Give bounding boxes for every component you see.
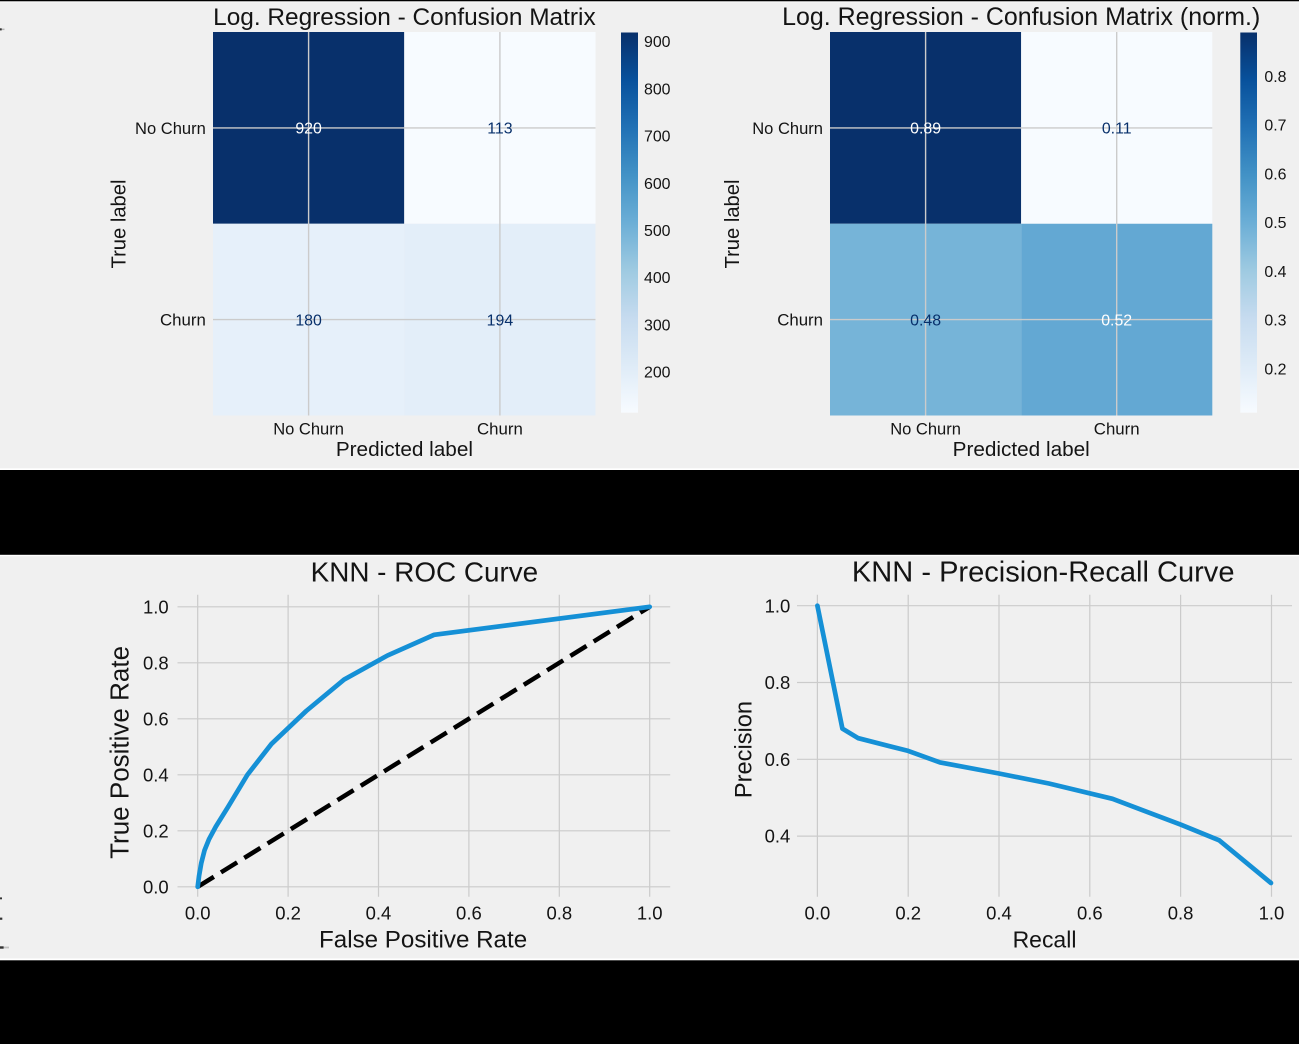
svg-text:500: 500 xyxy=(644,223,671,240)
svg-text:True Positive Rate: True Positive Rate xyxy=(105,646,135,859)
svg-text:0.8: 0.8 xyxy=(546,903,572,924)
svg-text:1.0: 1.0 xyxy=(143,596,169,617)
svg-text:1.0: 1.0 xyxy=(637,903,663,924)
svg-text:Churn: Churn xyxy=(160,311,206,330)
svg-text:113: 113 xyxy=(487,121,512,138)
svg-text:300: 300 xyxy=(644,317,671,334)
svg-text:200: 200 xyxy=(644,365,671,382)
svg-text:600: 600 xyxy=(644,176,671,193)
svg-text:Precision: Precision xyxy=(732,701,758,798)
svg-text:0.5: 0.5 xyxy=(1264,215,1286,232)
svg-text:180: 180 xyxy=(295,312,322,329)
svg-text:No Churn: No Churn xyxy=(135,119,206,138)
svg-text:0.0: 0.0 xyxy=(805,903,831,924)
svg-text:0.6: 0.6 xyxy=(456,903,482,924)
svg-text:1.0: 1.0 xyxy=(765,595,791,616)
svg-text:0.2: 0.2 xyxy=(895,903,921,924)
svg-text:Log. Regression - Confusion Ma: Log. Regression - Confusion Matrix xyxy=(213,4,596,31)
svg-text:0.4: 0.4 xyxy=(143,764,169,785)
svg-text:0.8: 0.8 xyxy=(143,652,169,673)
svg-text:800: 800 xyxy=(644,81,671,98)
svg-text:0.0: 0.0 xyxy=(143,876,169,897)
svg-text:0.52: 0.52 xyxy=(1101,312,1132,329)
svg-text:0.6: 0.6 xyxy=(765,749,791,770)
svg-text:0.6: 0.6 xyxy=(143,708,169,729)
svg-text:Churn: Churn xyxy=(1094,419,1140,438)
svg-text:194: 194 xyxy=(487,312,514,329)
svg-text:0.8: 0.8 xyxy=(1264,69,1286,86)
svg-text:0.7: 0.7 xyxy=(1264,118,1286,135)
svg-text:0.48: 0.48 xyxy=(910,312,941,329)
svg-text:True label: True label xyxy=(722,180,744,269)
svg-text:0.2: 0.2 xyxy=(1264,361,1286,378)
svg-text:Recall: Recall xyxy=(1013,926,1077,952)
svg-text:No Churn: No Churn xyxy=(890,419,961,438)
svg-text:Churn: Churn xyxy=(477,419,523,438)
svg-text:0.8: 0.8 xyxy=(765,672,791,693)
svg-text:0.4: 0.4 xyxy=(986,903,1012,924)
svg-text:0.3: 0.3 xyxy=(1264,313,1286,330)
svg-text:0.2: 0.2 xyxy=(275,903,301,924)
svg-text:True label: True label xyxy=(108,180,130,269)
svg-text:Predicted label: Predicted label xyxy=(336,438,473,461)
svg-text:700: 700 xyxy=(644,129,671,146)
svg-text:0.8: 0.8 xyxy=(1168,903,1194,924)
svg-text:No Churn: No Churn xyxy=(273,419,344,438)
svg-text:No Churn: No Churn xyxy=(752,119,823,138)
svg-text:KNN - ROC Curve: KNN - ROC Curve xyxy=(311,557,539,588)
svg-text:400: 400 xyxy=(644,270,671,287)
svg-text:KNN - Precision-Recall Curve: KNN - Precision-Recall Curve xyxy=(852,557,1235,589)
svg-text:0.4: 0.4 xyxy=(366,903,392,924)
svg-text:0.4: 0.4 xyxy=(1264,264,1286,281)
svg-text:900: 900 xyxy=(644,34,671,51)
svg-text:0.11: 0.11 xyxy=(1102,121,1132,138)
svg-text:0.0: 0.0 xyxy=(185,903,211,924)
svg-text:1.0: 1.0 xyxy=(1259,903,1285,924)
svg-text:0.2: 0.2 xyxy=(143,820,169,841)
svg-text:0.6: 0.6 xyxy=(1264,166,1286,183)
svg-text:False Positive Rate: False Positive Rate xyxy=(319,926,527,953)
svg-text:Churn: Churn xyxy=(777,311,823,330)
svg-text:0.6: 0.6 xyxy=(1077,903,1103,924)
svg-text:0.89: 0.89 xyxy=(910,121,941,138)
svg-text:920: 920 xyxy=(295,121,322,138)
svg-text:Log. Regression - Confusion Ma: Log. Regression - Confusion Matrix (norm… xyxy=(782,3,1260,31)
svg-text:Predicted label: Predicted label xyxy=(953,438,1090,461)
svg-text:0.4: 0.4 xyxy=(765,826,791,847)
